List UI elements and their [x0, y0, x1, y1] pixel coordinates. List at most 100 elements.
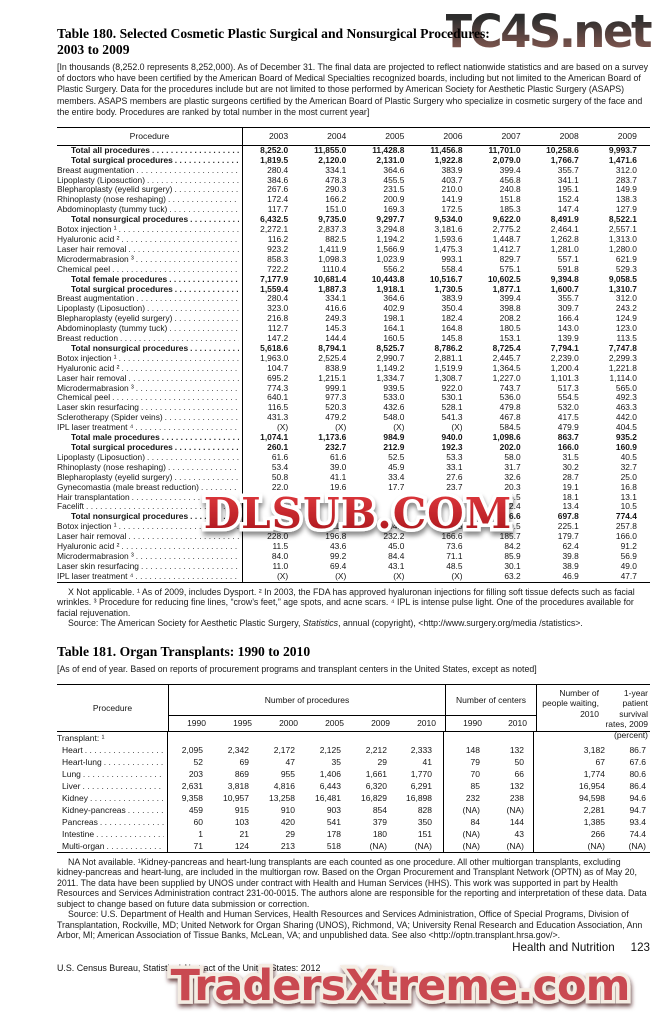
value-cell: 166.0 [557, 442, 579, 452]
procedure-cell: Blepharoplasty (eyelid surgery).........… [57, 472, 243, 483]
value-cell: 16,829 [361, 792, 387, 803]
value-cell: 398.8 [499, 303, 521, 314]
procedure-cell: Total surgical procedures...............… [57, 443, 243, 453]
value-cell: 203 [188, 768, 203, 779]
value-cell: 33.4 [388, 471, 405, 482]
procedure-label: Hyaluronic acid ² [57, 363, 120, 373]
value-cell: 8,252.0 [260, 144, 289, 155]
value-cell: 8,522.1 [608, 214, 637, 225]
procedure-label: Total surgical procedures [71, 155, 173, 165]
value-cell: 63.2 [504, 570, 521, 581]
value-cell: 30.2 [562, 461, 579, 472]
value-cell: 69 [239, 756, 249, 767]
procedure-cell: Microdermabrasion ³.....................… [57, 383, 243, 394]
value-cell: 584.5 [499, 422, 521, 433]
table180-title-line2: 2003 to 2009 [57, 42, 130, 57]
dot-leader: ........................................… [127, 804, 164, 815]
table-row: Laser hair removal......................… [57, 372, 650, 384]
table-row: Hair transplantation....................… [57, 492, 650, 503]
value-cell: 2,131.0 [376, 154, 405, 165]
value-cell: 40.5 [620, 451, 637, 462]
table-row: Liver...................................… [57, 779, 650, 792]
table-row: Transplant: ¹ [57, 731, 650, 744]
value-cell: (X) [335, 570, 347, 581]
value-cell: 8,525.7 [376, 342, 405, 353]
table-row: Heart...................................… [57, 743, 650, 756]
table-row: Botox injection ¹.......................… [57, 352, 650, 364]
value-cell: 16,481 [315, 792, 341, 803]
procedure-label: Lipoplasty (Liposuction) [57, 452, 145, 462]
value-cell: 243.2 [615, 303, 637, 314]
dot-leader: ........................................… [84, 744, 164, 755]
value-cell: 50.8 [271, 471, 289, 482]
procedure-label: Breast reduction [57, 334, 118, 344]
table-row: Total surgical procedures...............… [57, 442, 650, 453]
value-cell: 838.9 [325, 362, 347, 373]
dot-leader: ........................................… [135, 383, 239, 393]
value-cell: 20.3 [504, 481, 521, 492]
value-cell: 13.4 [562, 501, 579, 512]
value-cell: 2,239.0 [550, 352, 579, 363]
procedure-label: Total all procedures [71, 145, 150, 155]
dot-leader: ........................................… [112, 393, 239, 403]
value-cell: 17.7 [388, 481, 405, 492]
footer-section-title: Health and Nutrition [512, 941, 615, 954]
value-cell: 1,471.6 [608, 154, 637, 165]
value-cell: 2,342 [227, 744, 249, 755]
value-cell: 520.3 [325, 402, 347, 413]
value-cell: 74.4 [629, 828, 646, 839]
value-cell [359, 493, 417, 503]
dot-leader: ........................................… [135, 571, 239, 581]
value-cell: 21 [239, 828, 249, 839]
value-cell [301, 502, 359, 512]
value-cell: 1110.4 [321, 263, 347, 274]
procedure-label: Hyaluronic acid ² [57, 542, 120, 552]
procedure-cell: Breast augmentation.....................… [57, 294, 243, 305]
value-cell: 49.0 [620, 560, 637, 571]
table181-proc-year-header: 1990 [187, 717, 206, 728]
procedure-cell: Microdermabrasion ³.....................… [57, 254, 243, 265]
table181-center-years-row: 1990 2010 [446, 716, 536, 731]
value-cell: 1,023.9 [376, 253, 405, 264]
value-cell [417, 493, 475, 503]
procedure-cell: Chemical peel...........................… [57, 264, 243, 275]
table-row: Microdermabrasion ³.....................… [57, 253, 650, 265]
value-cell: (NA) [489, 839, 534, 852]
value-cell: 9,394.8 [550, 273, 579, 284]
value-cell: 518 [326, 840, 341, 851]
value-cell: 1,281.0 [550, 243, 579, 254]
procedure-label: Botox injection ¹ [57, 353, 117, 363]
value-cell: 30.1 [504, 560, 521, 571]
value-cell: 1,310.7 [608, 283, 637, 294]
table-row: Total male procedures...................… [57, 432, 650, 443]
procedure-label: Rhinoplasty (nose reshaping) [57, 195, 166, 205]
value-cell: 71.1 [446, 550, 463, 561]
value-cell: 85.9 [504, 550, 521, 561]
value-cell: 774.3 [267, 382, 289, 393]
value-cell: 80.6 [629, 768, 646, 779]
procedure-cell: Laser skin resurfacing..................… [57, 403, 243, 414]
value-cell: 41.1 [329, 471, 347, 482]
value-cell: 1,559.4 [260, 283, 289, 294]
procedure-cell: Botox injection ¹.......................… [57, 225, 243, 235]
table181-footnotes: NA Not available. ¹Kidney-pancreas and h… [57, 857, 650, 941]
value-cell: 383.9 [441, 164, 463, 175]
table181-procedure-header: Procedure [57, 684, 169, 731]
value-cell: (X) [393, 422, 405, 433]
table180-body: Total all procedures....................… [57, 144, 650, 582]
table180-bracket-note: [In thousands (8,252.0 represents 8,252,… [57, 62, 649, 117]
value-cell: 232.7 [325, 442, 347, 452]
dot-leader: ........................................… [174, 284, 239, 294]
value-cell: 238 [489, 791, 534, 804]
value-cell: 50 [489, 755, 534, 768]
procedure-cell: Total surgical procedures...............… [57, 155, 243, 166]
value-cell: 31.5 [562, 451, 579, 462]
table-row: IPL laser treatment ⁴...................… [57, 422, 650, 434]
value-cell: (X) [393, 570, 405, 581]
value-cell: 1,308.7 [434, 372, 463, 383]
value-cell: 977.3 [325, 392, 347, 403]
dot-leader: ........................................… [136, 165, 239, 175]
table-row: Laser hair removal......................… [57, 243, 650, 255]
value-cell: 1,593.6 [434, 233, 463, 244]
value-cell: 11,456.8 [430, 144, 463, 155]
